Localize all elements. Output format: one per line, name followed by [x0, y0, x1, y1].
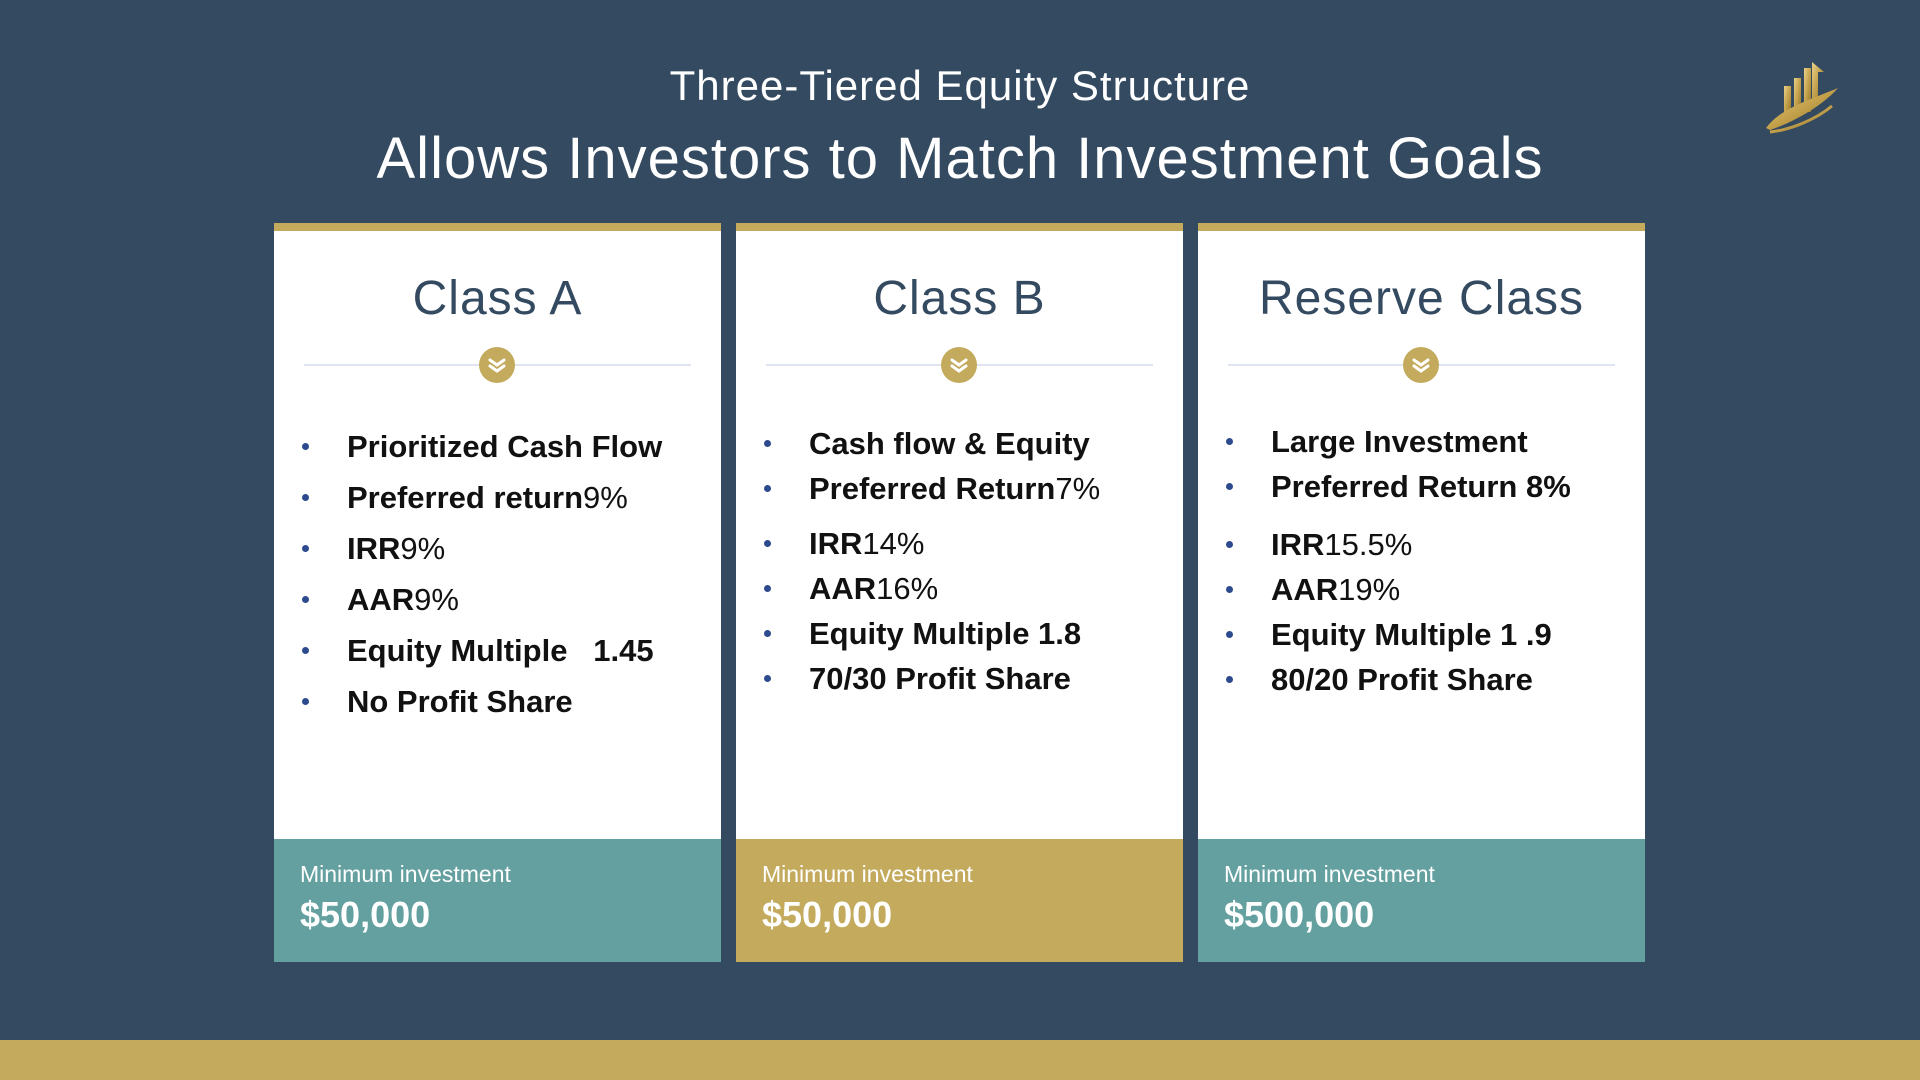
list-item: Equity Multiple 1.8	[764, 611, 1174, 656]
list-item: Equity Multiple 1 .9	[1226, 612, 1636, 657]
bullet-icon	[302, 494, 309, 501]
list-item: No Profit Share	[302, 676, 712, 727]
class-a-card: Class A Prioritized Cash Flow Preferred …	[274, 223, 721, 962]
minimum-investment-label: Minimum investment	[300, 861, 511, 887]
feature-list: Cash flow & Equity Preferred Return 7% I…	[764, 421, 1174, 701]
bullet-icon	[1226, 438, 1233, 445]
list-item: IRR 14%	[764, 521, 1174, 566]
bullet-icon	[764, 585, 771, 592]
bottom-accent-bar	[0, 1040, 1920, 1080]
minimum-investment-amount: $50,000	[300, 894, 431, 935]
minimum-investment-amount: $500,000	[1224, 894, 1375, 935]
list-item: AAR 16%	[764, 566, 1174, 611]
bullet-icon	[1226, 483, 1233, 490]
minimum-investment-label: Minimum investment	[762, 861, 973, 887]
list-item: Equity Multiple 1.45	[302, 625, 712, 676]
bullet-icon	[764, 440, 771, 447]
list-item: Preferred Return 8%	[1226, 464, 1636, 509]
bullet-icon	[1226, 541, 1233, 548]
bullet-icon	[764, 540, 771, 547]
bullet-icon	[302, 647, 309, 654]
minimum-investment-amount: $50,000	[762, 894, 893, 935]
minimum-investment-footer: Minimum investment $50,000	[274, 839, 721, 962]
card-title: Reserve Class	[1258, 272, 1585, 325]
bullet-icon	[764, 630, 771, 637]
card-title: Class A	[412, 272, 583, 325]
list-item: AAR 9%	[302, 574, 712, 625]
list-item: Cash flow & Equity	[764, 421, 1174, 466]
chevron-down-circle-icon	[1403, 347, 1439, 383]
bullet-icon	[1226, 586, 1233, 593]
bullet-icon	[764, 485, 771, 492]
list-item: Preferred Return 7%	[764, 466, 1174, 511]
bullet-icon	[302, 545, 309, 552]
minimum-investment-footer: Minimum investment $500,000	[1198, 839, 1645, 962]
gold-building-chart-logo-icon	[1766, 62, 1838, 134]
slide-subtitle: Three-Tiered Equity Structure	[669, 62, 1251, 109]
card-title: Class B	[873, 272, 1046, 325]
list-item: IRR 9%	[302, 523, 712, 574]
chevron-down-circle-icon	[479, 347, 515, 383]
feature-list: Prioritized Cash Flow Preferred return 9…	[302, 421, 712, 727]
bullet-icon	[1226, 631, 1233, 638]
minimum-investment-label: Minimum investment	[1224, 861, 1435, 887]
class-b-card: Class B Cash flow & Equity Preferred Ret…	[736, 223, 1183, 962]
chevron-down-circle-icon	[941, 347, 977, 383]
list-item: Large Investment	[1226, 419, 1636, 464]
list-item: AAR 19%	[1226, 567, 1636, 612]
bullet-icon	[1226, 676, 1233, 683]
bullet-icon	[302, 443, 309, 450]
list-item: Prioritized Cash Flow	[302, 421, 712, 472]
slide-title: Allows Investors to Match Investment Goa…	[376, 126, 1544, 191]
list-item: IRR 15.5%	[1226, 522, 1636, 567]
bullet-icon	[302, 698, 309, 705]
bullet-icon	[302, 596, 309, 603]
list-item: 80/20 Profit Share	[1226, 657, 1636, 702]
feature-list: Large Investment Preferred Return 8% IRR…	[1226, 419, 1636, 702]
list-item: Preferred return 9%	[302, 472, 712, 523]
reserve-class-card: Reserve Class Large Investment Preferred…	[1198, 223, 1645, 962]
minimum-investment-footer: Minimum investment $50,000	[736, 839, 1183, 962]
bullet-icon	[764, 675, 771, 682]
list-item: 70/30 Profit Share	[764, 656, 1174, 701]
